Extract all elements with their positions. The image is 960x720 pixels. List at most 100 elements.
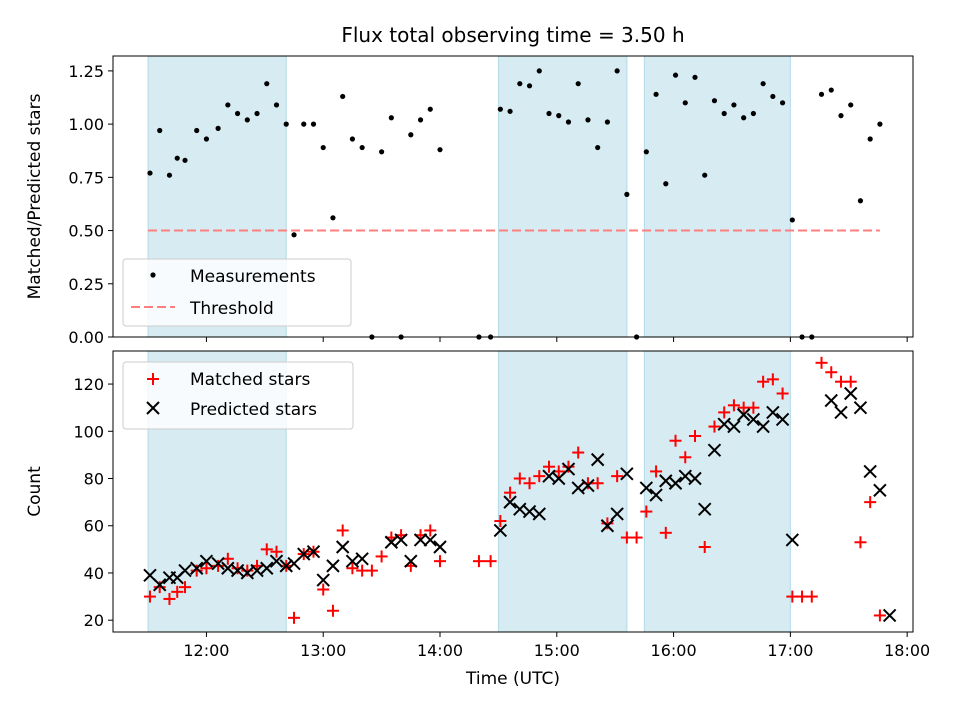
bottom-predicted-point	[620, 467, 634, 481]
top-measurement-point	[760, 81, 766, 87]
top-ytick-label: 1.00	[68, 115, 104, 134]
top-measurement-point	[614, 68, 620, 74]
bottom-predicted-point	[335, 540, 350, 554]
bottom-matched-point	[708, 420, 721, 433]
top-measurement-point	[254, 110, 260, 117]
bottom-predicted-point	[785, 533, 800, 547]
bottom-predicted-point	[279, 559, 293, 573]
top-ylabel: Matched/Predicted stars	[25, 93, 45, 299]
top-measurement-point	[507, 108, 513, 114]
top-measurement-point	[526, 83, 533, 89]
bottom-predicted-point	[707, 443, 722, 457]
bottom-predicted-point	[297, 547, 311, 561]
bottom-xtick-label: 13:00	[300, 641, 346, 660]
bottom-matched-point	[572, 446, 585, 459]
legend-label-predicted: Predicted stars	[190, 400, 317, 420]
bottom-matched-point	[864, 496, 877, 509]
bottom-xtick-label: 18:00	[884, 641, 930, 660]
top-measurement-point	[643, 149, 649, 155]
figure-title: Flux total observing time = 3.50 h	[341, 23, 684, 47]
bottom-predicted-point	[678, 469, 692, 483]
top-measurement-point	[244, 117, 250, 123]
bottom-predicted-point	[221, 561, 235, 575]
top-measurement-point	[273, 102, 280, 108]
top-measurement-point	[867, 136, 873, 142]
bottom-xtick-label: 16:00	[651, 641, 697, 660]
top-measurement-point	[692, 74, 698, 80]
bottom-matched-point	[727, 399, 740, 412]
bottom-predicted-point	[326, 559, 340, 573]
top-measurement-point	[349, 136, 356, 142]
top-shaded-interval	[643, 55, 791, 338]
bottom-predicted-point	[834, 405, 848, 420]
bottom-predicted-point	[384, 535, 399, 549]
bottom-predicted-point	[522, 504, 537, 519]
bottom-predicted-point	[649, 488, 663, 502]
top-measurement-point	[546, 110, 552, 117]
bottom-matched-point	[523, 477, 536, 490]
bottom-matched-point	[630, 531, 643, 544]
top-measurement-point	[427, 106, 433, 112]
top-measurement-point	[517, 81, 523, 87]
bottom-predicted-point	[571, 481, 585, 495]
bottom-matched-point	[533, 470, 546, 483]
top-measurement-point	[157, 127, 163, 134]
bottom-xlabel: Time (UTC)	[465, 669, 560, 689]
bottom-matched-point	[698, 540, 711, 553]
bottom-predicted-point	[668, 476, 683, 490]
top-measurement-point	[750, 110, 756, 117]
bottom-matched-point	[776, 387, 789, 400]
bottom-ytick-label: 60	[84, 517, 104, 536]
legend-label-measurements: Measurements	[190, 267, 316, 287]
bottom-ytick-label: 20	[84, 611, 104, 630]
bottom-matched-point	[659, 526, 672, 539]
bottom-matched-point	[513, 472, 526, 485]
bottom-predicted-point	[766, 405, 780, 420]
bottom-predicted-point	[717, 417, 731, 431]
bottom-predicted-point	[698, 502, 712, 516]
bottom-predicted-point	[355, 552, 369, 566]
bottom-matched-point	[757, 375, 770, 388]
top-axes-frame	[112, 55, 914, 338]
top-measurement-point	[166, 172, 173, 178]
top-measurement-point	[828, 87, 834, 93]
bottom-matched-point	[844, 375, 857, 388]
top-measurement-point	[147, 170, 153, 176]
top-measurement-point	[779, 100, 786, 106]
bottom-predicted-point	[844, 386, 858, 401]
top-measurement-point	[536, 68, 542, 74]
bottom-matched-point	[270, 545, 283, 558]
top-measurement-point	[283, 121, 289, 127]
bottom-matched-point	[434, 555, 447, 568]
top-measurement-point	[417, 117, 424, 123]
top-measurement-point	[624, 191, 630, 197]
bottom-matched-point	[494, 515, 507, 528]
top-measurement-point	[174, 155, 180, 161]
bottom-xtick-label: 17:00	[767, 641, 813, 660]
bottom-predicted-point	[532, 507, 546, 521]
bottom-matched-point	[212, 559, 225, 572]
top-measurement-point	[702, 172, 708, 178]
bottom-predicted-point	[542, 469, 556, 483]
top-measurement-point	[234, 110, 241, 117]
bottom-predicted-point	[590, 452, 605, 467]
bottom-predicted-point	[503, 495, 517, 509]
bottom-matched-point	[472, 555, 485, 568]
bottom-predicted-point	[513, 502, 527, 516]
bottom-predicted-point	[581, 478, 595, 493]
bottom-predicted-point	[775, 412, 790, 427]
bottom-matched-point	[679, 451, 692, 464]
bottom-legend-box	[122, 361, 354, 430]
bottom-ytick-label: 40	[84, 564, 104, 583]
top-measurement-point	[291, 232, 297, 238]
bottom-matched-point	[688, 430, 701, 443]
top-measurement-point	[556, 113, 562, 119]
bottom-predicted-point	[688, 471, 702, 486]
bottom-matched-point	[153, 581, 166, 594]
top-measurement-point	[437, 147, 443, 153]
bottom-ytick-label: 80	[84, 470, 104, 489]
bottom-matched-point	[346, 562, 359, 575]
bottom-ylabel: Count	[25, 466, 45, 517]
bottom-legend: Matched stars Predicted stars	[122, 361, 354, 430]
top-measurement-point	[663, 181, 669, 187]
